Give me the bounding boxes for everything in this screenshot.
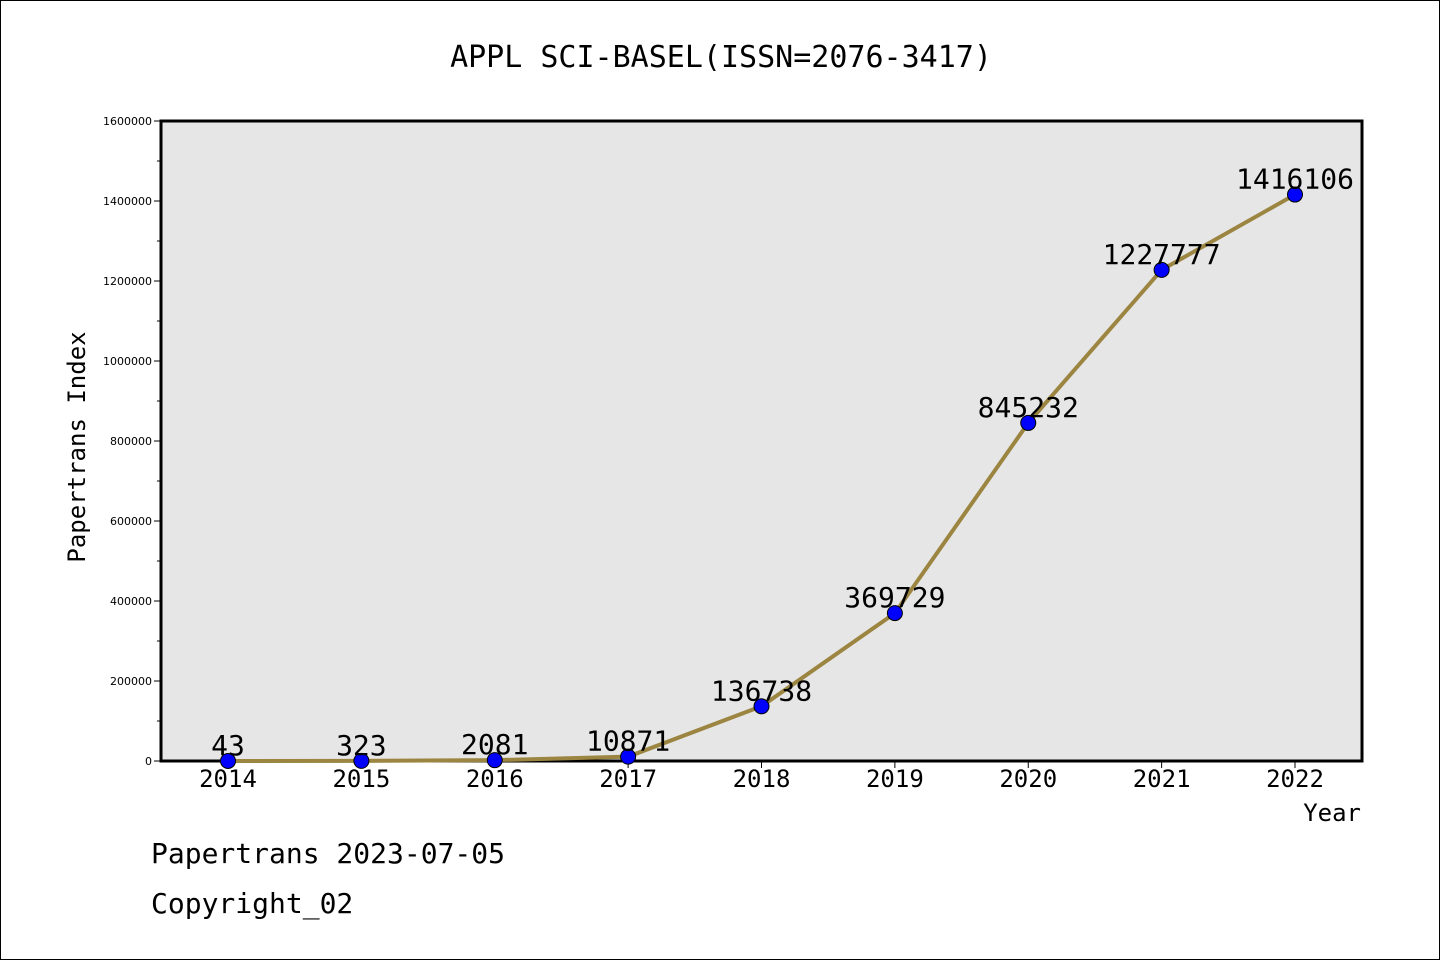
y-tick-label: 800000 [110, 435, 152, 448]
chart-title: APPL SCI-BASEL(ISSN=2076-3417) [450, 40, 992, 75]
y-axis-label: Papertrans Index [63, 331, 91, 562]
data-label: 10871 [586, 725, 670, 758]
series-papertrans-index [220, 186, 1303, 769]
x-tick-label: 2022 [1266, 765, 1324, 793]
y-tick-label: 600000 [110, 515, 152, 528]
data-point [753, 698, 770, 715]
x-tick-label: 2016 [466, 765, 524, 793]
data-label: 43 [211, 729, 245, 762]
x-tick-label: 2018 [733, 765, 791, 793]
x-axis: 2014 2015 2016 2017 2018 2019 2020 2021 2022 [199, 761, 1324, 793]
data-point [1153, 261, 1170, 278]
x-axis-label: Year [1303, 799, 1361, 827]
y-tick-label: 400000 [110, 595, 152, 608]
x-tick-label: 2021 [1133, 765, 1191, 793]
data-label: 1416106 [1236, 163, 1354, 196]
data-point [1020, 414, 1037, 431]
data-point [486, 752, 503, 769]
y-tick-label: 1400000 [103, 195, 152, 208]
data-label: 2081 [461, 728, 528, 761]
data-point [886, 605, 903, 622]
data-label: 136738 [711, 674, 812, 707]
data-labels: 43 323 2081 10871 136738 369729 845232 1227777 1… [211, 163, 1354, 762]
footer-date: Papertrans 2023-07-05 [151, 837, 506, 870]
y-tick-label: 1000000 [103, 355, 152, 368]
y-tick-label: 0 [145, 755, 152, 768]
x-tick-label: 2017 [599, 765, 657, 793]
x-tick-label: 2014 [199, 765, 257, 793]
x-tick-label: 2020 [999, 765, 1057, 793]
data-point [1287, 186, 1303, 203]
plot-area [159, 119, 1364, 763]
y-tick-label: 1600000 [103, 115, 152, 128]
data-label: 323 [336, 729, 387, 762]
footer-copyright: Copyright_02 [151, 887, 354, 920]
x-tick-label: 2019 [866, 765, 924, 793]
data-point [620, 748, 637, 765]
data-label: 845232 [978, 391, 1079, 424]
x-tick-label: 2015 [332, 765, 390, 793]
y-tick-label: 200000 [110, 675, 152, 688]
data-label: 1227777 [1103, 238, 1221, 271]
y-tick-label: 1200000 [103, 275, 152, 288]
data-point [220, 752, 236, 769]
y-axis: 0 200000 400000 600000 800000 1000000 1200000 1… [103, 115, 161, 768]
data-label: 369729 [844, 581, 945, 614]
data-point [353, 752, 370, 769]
